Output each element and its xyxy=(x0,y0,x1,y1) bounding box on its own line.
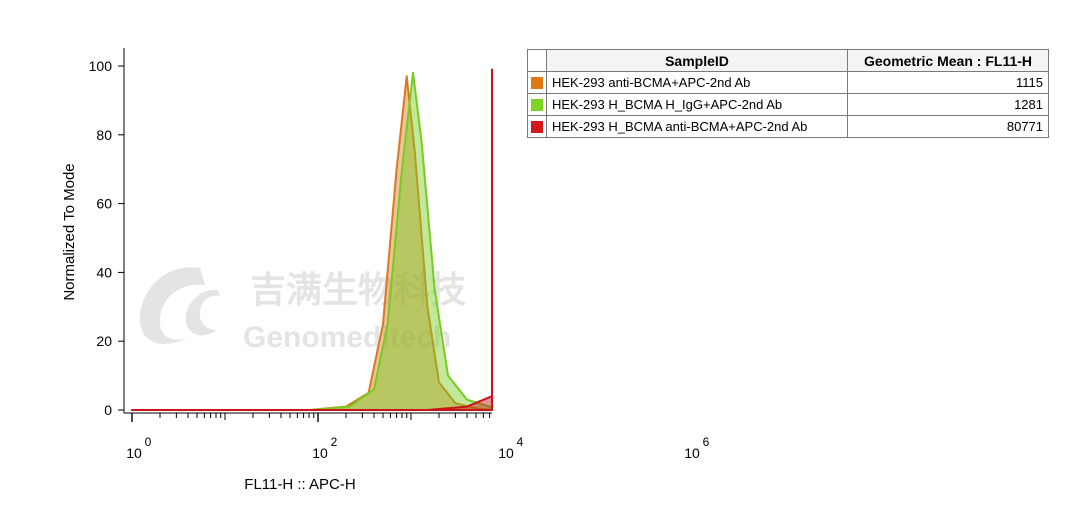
x-axis-label: FL11-H :: APC-H xyxy=(244,476,355,493)
y-axis-label: Normalized To Mode xyxy=(61,163,78,300)
x-tick-exponent: 6 xyxy=(703,435,710,449)
x-tick-label: 100 xyxy=(126,435,151,461)
legend-swatch xyxy=(531,98,543,111)
x-tick-base: 10 xyxy=(312,445,328,461)
watermark-en: Genomeditech xyxy=(243,321,451,354)
legend-row: HEK-293 anti-BCMA+APC-2nd Ab 1115 xyxy=(527,71,1049,94)
legend-swatch-cell xyxy=(527,115,547,138)
watermark-logo-icon xyxy=(139,267,205,345)
x-tick-base: 10 xyxy=(498,445,514,461)
y-tick-label: 60 xyxy=(96,196,112,212)
x-tick-exponent: 4 xyxy=(517,435,524,449)
y-tick-label: 20 xyxy=(96,333,112,349)
plot-area xyxy=(131,68,493,411)
x-tick-base: 10 xyxy=(126,445,142,461)
watermark-logo-icon-inner xyxy=(185,289,220,336)
y-tick-label: 40 xyxy=(96,264,112,280)
y-axis-ticks: 0 20 40 60 80 100 xyxy=(89,58,124,418)
legend-swatch-cell xyxy=(527,93,547,116)
x-tick-exponent: 2 xyxy=(331,435,338,449)
legend-header-sample: SampleID xyxy=(546,49,848,72)
watermark: 吉满生物科技 Genomeditech xyxy=(139,267,466,354)
y-tick-label: 0 xyxy=(104,402,112,418)
watermark-cn: 吉满生物科技 xyxy=(250,269,466,310)
legend-geo-mean: 80771 xyxy=(847,115,1049,138)
legend-sample-name: HEK-293 anti-BCMA+APC-2nd Ab xyxy=(546,71,848,94)
legend-sample-name: HEK-293 H_BCMA anti-BCMA+APC-2nd Ab xyxy=(546,115,848,138)
x-tick-label: 104 xyxy=(498,435,523,461)
legend-sample-name: HEK-293 H_BCMA H_IgG+APC-2nd Ab xyxy=(546,93,848,116)
legend-header-value: Geometric Mean : FL11-H xyxy=(847,49,1049,72)
legend-geo-mean: 1115 xyxy=(847,71,1049,94)
legend-header-swatch xyxy=(527,49,547,72)
x-tick-base: 10 xyxy=(684,445,700,461)
legend-row: HEK-293 H_BCMA H_IgG+APC-2nd Ab 1281 xyxy=(527,93,1049,116)
legend-geo-mean: 1281 xyxy=(847,93,1049,116)
histogram-series-1 xyxy=(131,71,493,411)
legend-header-row: SampleID Geometric Mean : FL11-H xyxy=(527,49,1049,72)
legend-row: HEK-293 H_BCMA anti-BCMA+APC-2nd Ab 8077… xyxy=(527,115,1049,138)
y-tick-label: 80 xyxy=(96,127,112,143)
legend-swatch-cell xyxy=(527,71,547,94)
legend-swatch xyxy=(531,76,543,89)
histogram-series-0 xyxy=(131,75,493,411)
x-tick-exponent: 0 xyxy=(145,435,152,449)
x-tick-label: 102 xyxy=(312,435,337,461)
legend-table: SampleID Geometric Mean : FL11-H HEK-293… xyxy=(527,49,1049,138)
y-tick-label: 100 xyxy=(89,58,113,74)
x-tick-label: 106 xyxy=(684,435,709,461)
histogram-series-2 xyxy=(131,68,493,411)
legend-swatch xyxy=(531,120,543,133)
